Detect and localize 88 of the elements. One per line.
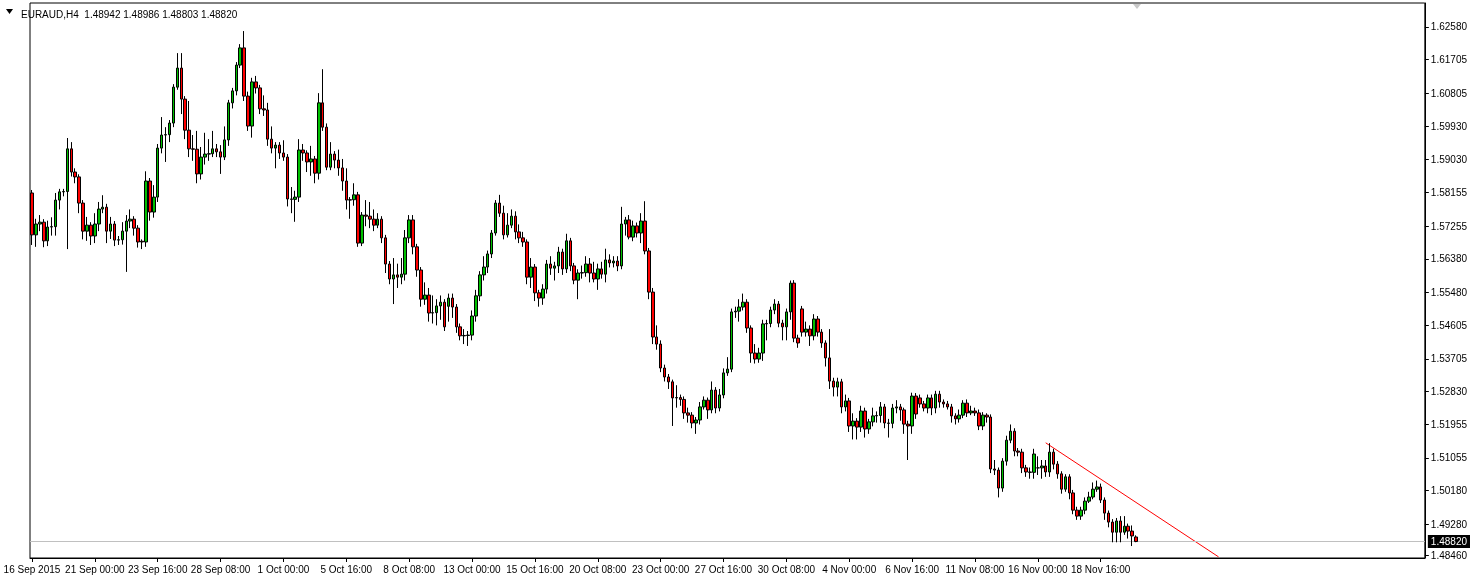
y-tick-label: 1.48460 xyxy=(1430,549,1468,561)
candlestick xyxy=(879,401,882,424)
x-tick-label: 23 Oct 00:00 xyxy=(632,563,690,575)
candlestick xyxy=(961,399,965,419)
candlestick xyxy=(612,255,615,268)
candlestick xyxy=(187,100,191,158)
y-tick-label: 1.50180 xyxy=(1430,485,1468,497)
candlestick xyxy=(604,248,607,283)
x-tick-label: 16 Nov 00:00 xyxy=(1008,563,1069,575)
candlestick xyxy=(565,233,568,274)
text: EURAUD,H4 1.48942 1.48986 1.48803 1.48820 xyxy=(21,8,238,20)
candlestick xyxy=(584,255,588,278)
candlestick xyxy=(211,130,214,158)
y-tick-label: 1.59030 xyxy=(1430,154,1468,166)
x-tick-label: 5 Oct 16:00 xyxy=(320,563,373,575)
candlestick xyxy=(989,413,992,474)
candlestick xyxy=(435,298,438,326)
candlestick xyxy=(950,403,953,424)
candlestick xyxy=(930,394,933,416)
candlestick xyxy=(66,137,69,250)
candlestick xyxy=(620,206,623,270)
x-tick-label: 21 Sep 00:00 xyxy=(65,563,126,575)
candlestick xyxy=(682,395,686,420)
candlestick xyxy=(1040,459,1044,480)
x-tick-label: 18 Nov 16:00 xyxy=(1070,563,1131,575)
candlestick xyxy=(627,214,631,240)
y-tick-label: 1.61705 xyxy=(1430,54,1468,66)
candlestick xyxy=(54,192,57,237)
candlestick xyxy=(981,411,985,431)
candlestick xyxy=(195,130,199,184)
candlestick xyxy=(144,170,148,248)
candlestick xyxy=(113,220,116,247)
x-tick-label: 23 Sep 16:00 xyxy=(127,563,188,575)
candlestick xyxy=(596,263,600,291)
candlestick xyxy=(840,378,843,414)
candlestick xyxy=(443,298,446,332)
x-tick-label: 8 Oct 08:00 xyxy=(383,563,436,575)
candlestick xyxy=(863,407,867,439)
y-tick-label: 1.51055 xyxy=(1430,452,1468,464)
candlestick xyxy=(588,257,592,283)
x-tick-label: 27 Oct 16:00 xyxy=(694,563,753,575)
candlestick xyxy=(1130,524,1134,547)
candlestick xyxy=(965,398,969,418)
y-tick-label: 1.49280 xyxy=(1430,518,1468,530)
candlestick xyxy=(1032,448,1036,480)
x-tick-label: 13 Oct 00:00 xyxy=(443,563,502,575)
y-tick-label: 1.55480 xyxy=(1430,286,1468,298)
y-tick-label: 1.58155 xyxy=(1430,186,1468,198)
candlestick xyxy=(1119,515,1122,543)
x-tick-label: 4 Nov 00:00 xyxy=(822,563,877,575)
x-tick-label: 1 Oct 00:00 xyxy=(257,563,310,575)
candlestick xyxy=(926,394,930,414)
candlestick xyxy=(1048,442,1051,478)
x-tick-label: 30 Oct 08:00 xyxy=(757,563,816,575)
candlestick xyxy=(737,298,741,323)
candlestick xyxy=(1115,517,1118,543)
x-tick-label: 28 Sep 08:00 xyxy=(190,563,251,575)
candlestick xyxy=(938,390,941,409)
candlestick xyxy=(800,305,804,338)
x-tick-label: 15 Oct 16:00 xyxy=(506,563,564,575)
candlestick xyxy=(42,218,46,248)
y-tick-label: 1.54605 xyxy=(1430,319,1468,331)
candlestick xyxy=(1020,448,1024,474)
candlestick xyxy=(392,257,395,305)
candlestick xyxy=(977,409,981,431)
ref-line-label: 1.48820 xyxy=(1430,536,1468,548)
y-tick-label: 1.62580 xyxy=(1430,21,1468,33)
y-tick-label: 1.60805 xyxy=(1430,87,1468,99)
x-tick-label: 11 Nov 08:00 xyxy=(945,563,1005,575)
y-tick-label: 1.57255 xyxy=(1430,220,1468,232)
candlestick xyxy=(934,390,937,414)
candlestick xyxy=(761,319,765,362)
y-tick-label: 1.56380 xyxy=(1430,253,1468,265)
candlestick xyxy=(462,328,466,345)
candlestick xyxy=(1013,427,1016,457)
candlestick xyxy=(730,308,733,373)
candlestick xyxy=(46,220,49,247)
y-tick-label: 1.59930 xyxy=(1430,120,1468,132)
y-tick-label: 1.51955 xyxy=(1430,418,1468,430)
x-tick-label: 6 Nov 16:00 xyxy=(885,563,940,575)
candlestick xyxy=(1091,481,1095,500)
candlestick xyxy=(250,77,254,139)
x-tick-label: 16 Sep 2015 xyxy=(3,563,61,575)
candlestick xyxy=(514,210,517,240)
x-tick-label: 20 Oct 08:00 xyxy=(569,563,627,575)
y-tick-label: 1.52830 xyxy=(1430,386,1468,398)
y-tick-label: 1.53705 xyxy=(1430,353,1468,365)
candlestick xyxy=(368,201,372,229)
